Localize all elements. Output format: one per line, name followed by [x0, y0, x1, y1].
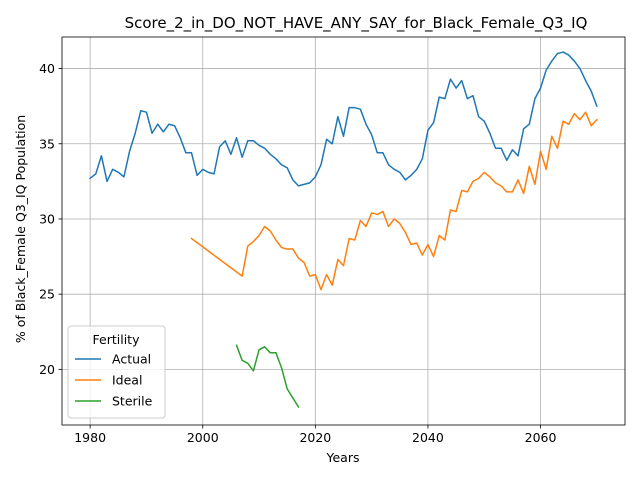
x-axis-label: Years — [326, 450, 360, 465]
grid — [62, 37, 625, 425]
legend-label-ideal: Ideal — [112, 373, 142, 388]
x-tick-label: 2040 — [412, 430, 444, 445]
plot-area-frame — [61, 36, 626, 426]
y-tick-label: 35 — [39, 136, 55, 151]
x-tick-label: 2060 — [525, 430, 557, 445]
y-axis-label: % of Black_Female Q3_IQ Population — [13, 115, 28, 343]
x-tick-label: 2020 — [299, 430, 331, 445]
series-layer — [89, 51, 598, 408]
y-tick-label: 40 — [39, 61, 55, 76]
series-line-sterile — [235, 344, 300, 408]
axis-ticks: 1980 2000 2020 2040 2060 20 25 30 35 40 — [39, 61, 556, 445]
chart-title: Score_2_in_DO_NOT_HAVE_ANY_SAY_for_Black… — [125, 14, 588, 33]
y-tick-label: 30 — [39, 211, 55, 226]
x-tick-label: 1980 — [74, 430, 106, 445]
series-line-actual — [89, 51, 598, 187]
legend-entries: Actual Ideal Sterile — [75, 352, 153, 409]
series-line-ideal — [190, 111, 598, 291]
legend-label-actual: Actual — [112, 352, 151, 367]
legend-box — [67, 325, 166, 419]
legend: Fertility Actual Ideal Sterile — [67, 325, 166, 419]
legend-title: Fertility — [93, 332, 141, 347]
legend-label-sterile: Sterile — [112, 394, 153, 409]
y-tick-label: 25 — [39, 287, 55, 302]
x-tick-label: 2000 — [187, 430, 219, 445]
y-tick-label: 20 — [39, 362, 55, 377]
